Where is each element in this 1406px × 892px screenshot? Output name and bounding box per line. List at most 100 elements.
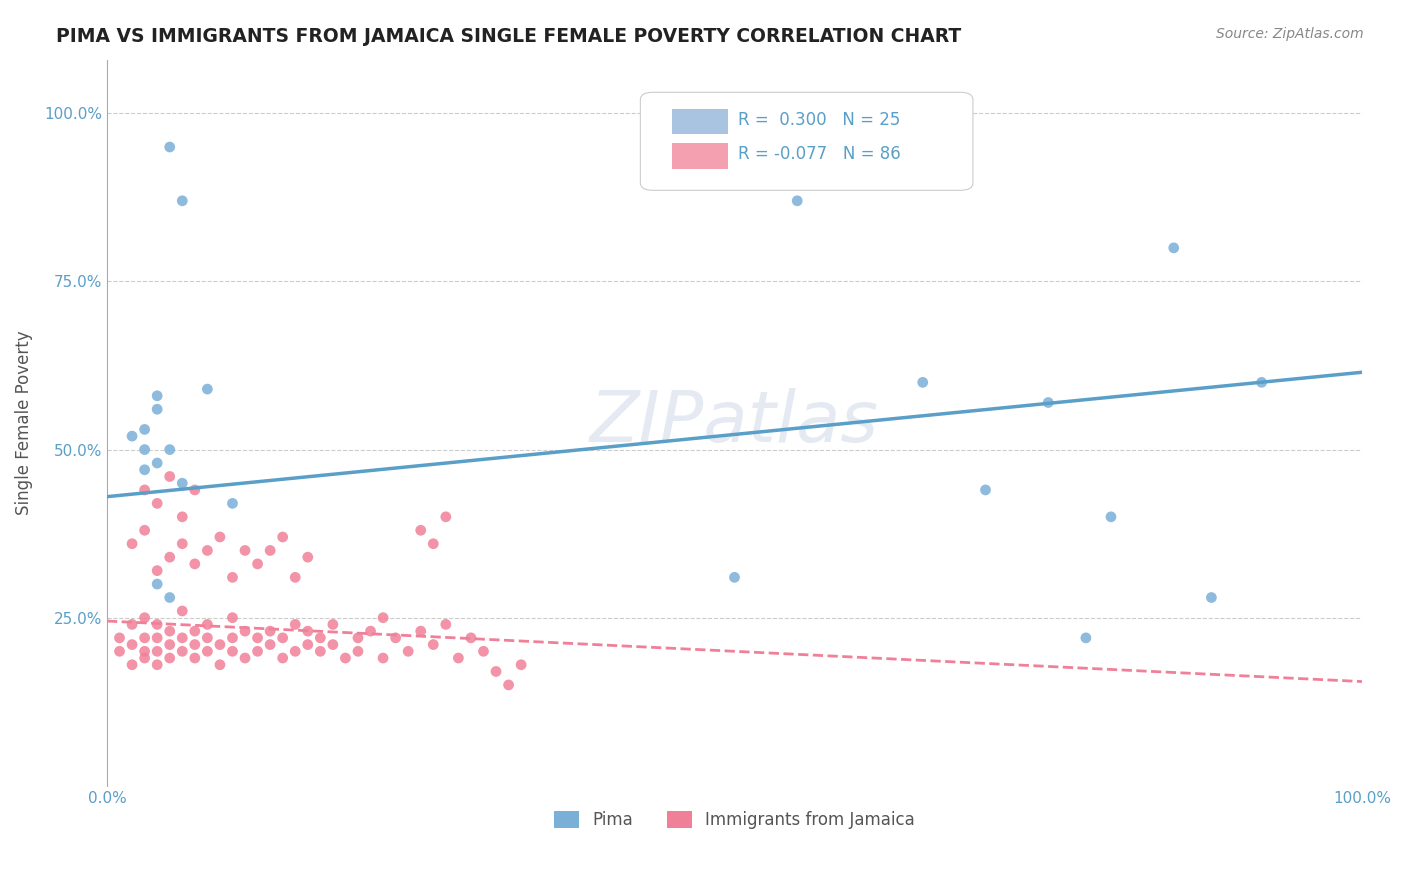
Point <box>159 550 181 565</box>
Point <box>221 610 243 624</box>
Point <box>184 651 207 665</box>
Point <box>271 530 294 544</box>
Point <box>309 644 332 658</box>
FancyBboxPatch shape <box>640 92 973 190</box>
Point <box>472 644 495 658</box>
Point <box>159 140 181 154</box>
Point <box>360 624 382 639</box>
Point <box>172 194 194 208</box>
Point <box>259 638 281 652</box>
Point <box>134 644 156 658</box>
Point <box>221 570 243 584</box>
Point <box>121 537 143 551</box>
Point <box>172 604 194 618</box>
Point <box>195 617 218 632</box>
Point <box>371 610 394 624</box>
Point <box>1099 509 1122 524</box>
Point <box>284 570 307 584</box>
Point <box>297 624 319 639</box>
Point <box>159 442 181 457</box>
Point <box>297 638 319 652</box>
Y-axis label: Single Female Poverty: Single Female Poverty <box>15 330 32 515</box>
Text: R =  0.300   N = 25: R = 0.300 N = 25 <box>738 111 901 128</box>
Point <box>259 543 281 558</box>
Point <box>208 638 231 652</box>
Point <box>121 617 143 632</box>
Point <box>146 631 169 645</box>
Point <box>172 537 194 551</box>
Point <box>322 638 344 652</box>
Point <box>510 657 533 672</box>
Point <box>121 657 143 672</box>
Point <box>159 591 181 605</box>
Point <box>134 422 156 436</box>
Point <box>911 376 934 390</box>
Point <box>297 550 319 565</box>
Point <box>347 631 370 645</box>
Point <box>159 624 181 639</box>
Point <box>134 651 156 665</box>
Point <box>134 483 156 497</box>
Point <box>146 456 169 470</box>
Legend: Pima, Immigrants from Jamaica: Pima, Immigrants from Jamaica <box>547 804 921 836</box>
Point <box>221 644 243 658</box>
Point <box>347 644 370 658</box>
Text: PIMA VS IMMIGRANTS FROM JAMAICA SINGLE FEMALE POVERTY CORRELATION CHART: PIMA VS IMMIGRANTS FROM JAMAICA SINGLE F… <box>56 27 962 45</box>
Point <box>172 476 194 491</box>
Point <box>121 638 143 652</box>
Point <box>146 564 169 578</box>
Point <box>384 631 406 645</box>
Point <box>146 402 169 417</box>
Point <box>409 624 432 639</box>
Point <box>195 543 218 558</box>
Text: ZIPatlas: ZIPatlas <box>591 388 879 458</box>
Point <box>409 523 432 537</box>
Text: Source: ZipAtlas.com: Source: ZipAtlas.com <box>1216 27 1364 41</box>
Point <box>195 382 218 396</box>
Point <box>974 483 997 497</box>
Bar <box>672 143 728 169</box>
Point <box>195 644 218 658</box>
Point <box>146 496 169 510</box>
Point <box>434 617 457 632</box>
Point <box>159 651 181 665</box>
Point <box>246 644 269 658</box>
Point <box>146 577 169 591</box>
Point <box>786 194 808 208</box>
Point <box>335 651 357 665</box>
Point <box>1250 376 1272 390</box>
Point <box>146 657 169 672</box>
Point <box>146 617 169 632</box>
Point <box>460 631 482 645</box>
Point <box>498 678 520 692</box>
Point <box>208 657 231 672</box>
Point <box>172 631 194 645</box>
Point <box>108 644 131 658</box>
Point <box>134 463 156 477</box>
Point <box>1163 241 1185 255</box>
Point <box>284 644 307 658</box>
Point <box>723 570 745 584</box>
Point <box>396 644 419 658</box>
Point <box>309 631 332 645</box>
Point <box>184 557 207 571</box>
Point <box>121 429 143 443</box>
Point <box>322 617 344 632</box>
Point <box>172 644 194 658</box>
Point <box>259 624 281 639</box>
Point <box>195 631 218 645</box>
Point <box>184 638 207 652</box>
Point <box>134 631 156 645</box>
Bar <box>672 109 728 135</box>
Point <box>447 651 470 665</box>
Point <box>1201 591 1223 605</box>
Point <box>233 543 256 558</box>
Point <box>284 617 307 632</box>
Text: R = -0.077   N = 86: R = -0.077 N = 86 <box>738 145 901 163</box>
Point <box>172 509 194 524</box>
Point <box>422 638 444 652</box>
Point <box>233 651 256 665</box>
Point <box>422 537 444 551</box>
Point <box>184 624 207 639</box>
Point <box>146 644 169 658</box>
